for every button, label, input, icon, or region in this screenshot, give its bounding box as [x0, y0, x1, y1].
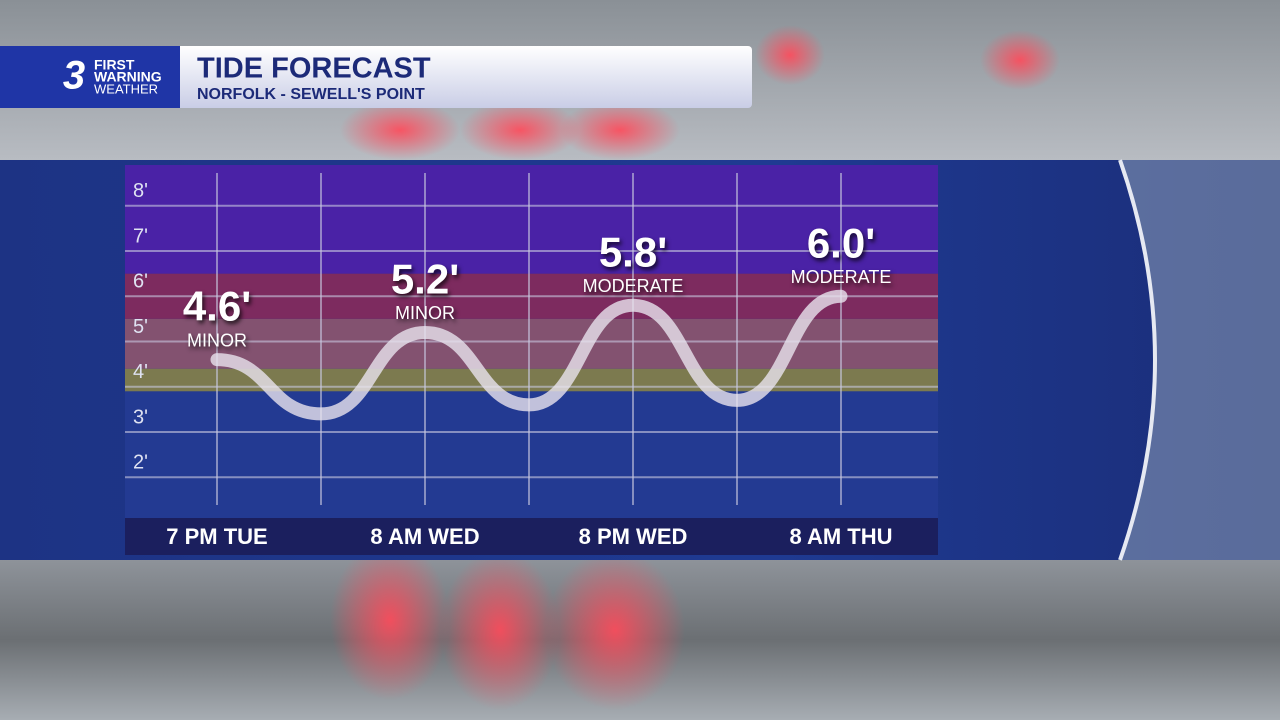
status-label: MINOR — [187, 330, 247, 350]
reflection — [330, 540, 450, 700]
y-tick-label: 7' — [133, 225, 148, 247]
flood-band — [125, 165, 938, 274]
light — [460, 100, 580, 160]
panel-arc — [1120, 160, 1280, 560]
x-tick-label: 8 AM WED — [370, 524, 479, 549]
y-tick-label: 2' — [133, 452, 148, 474]
reflection — [440, 550, 560, 710]
y-tick-label: 5' — [133, 316, 148, 338]
value-label: 5.2' — [391, 256, 459, 303]
reflection — [545, 550, 685, 710]
x-label-strip — [125, 518, 938, 555]
light — [755, 25, 825, 85]
value-label: 6.0' — [807, 219, 875, 266]
logo-text: WARNING — [94, 69, 162, 85]
header-bar — [0, 46, 752, 108]
light — [560, 100, 680, 160]
chart-subtitle: NORFOLK - SEWELL'S POINT — [197, 86, 425, 103]
value-label: 5.8' — [599, 228, 667, 275]
logo-box — [0, 46, 180, 108]
y-tick-label: 8' — [133, 180, 148, 202]
tide-curve — [210, 289, 848, 421]
chart-title: TIDE FORECAST — [197, 53, 431, 85]
grid: 2' 3' 4' 5' 6' 7' 8' — [125, 173, 938, 505]
logo-text: FIRST — [94, 57, 135, 73]
status-label: MINOR — [395, 303, 455, 323]
y-tick-label: 6' — [133, 271, 148, 293]
flood-band — [125, 368, 938, 392]
value-label: 4.6' — [183, 283, 251, 330]
x-tick-label: 8 PM WED — [579, 524, 688, 549]
logo-number: 3 — [63, 54, 85, 98]
status-label: MODERATE — [583, 276, 684, 296]
logo-text: WEATHER — [94, 81, 158, 96]
panel-arc-line — [1118, 159, 1157, 561]
y-tick-label: 4' — [133, 361, 148, 383]
y-tick-label: 3' — [133, 406, 148, 428]
x-tick-label: 8 AM THU — [789, 524, 892, 549]
status-label: MODERATE — [791, 267, 892, 287]
plot: 7 PM TUE 8 AM WED 8 PM WED 8 AM THU4.6'MINO… — [166, 219, 892, 548]
x-tick-label: 7 PM TUE — [166, 524, 267, 549]
light — [340, 100, 460, 160]
light — [980, 30, 1060, 90]
